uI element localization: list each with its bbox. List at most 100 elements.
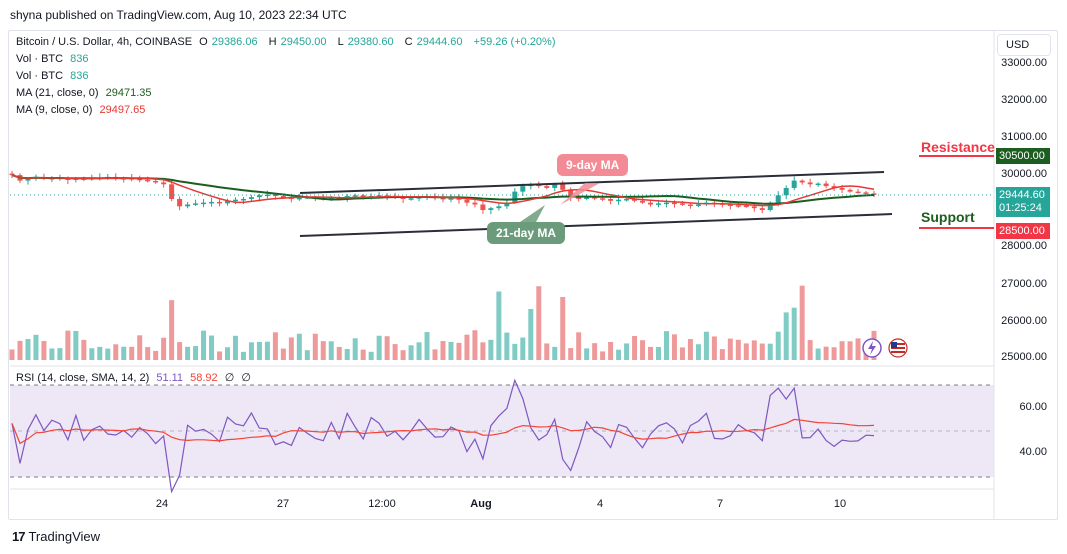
candle-body bbox=[209, 201, 215, 204]
candle-body bbox=[775, 195, 781, 203]
volume-bar bbox=[536, 286, 542, 360]
candle-body bbox=[464, 199, 470, 203]
candle-body bbox=[679, 203, 685, 205]
volume-bar bbox=[608, 341, 614, 360]
volume-bar bbox=[288, 337, 294, 360]
price-tick: 26000.00 bbox=[1001, 315, 1047, 327]
volume-bar bbox=[528, 308, 534, 360]
volume-bar bbox=[9, 349, 15, 360]
volume-bar bbox=[735, 339, 741, 360]
time-tick: Aug bbox=[470, 498, 492, 510]
candle-body bbox=[496, 206, 502, 209]
candle-body bbox=[799, 180, 805, 183]
volume-bar bbox=[304, 350, 310, 360]
volume-bar bbox=[799, 285, 805, 360]
candle-countdown: 01:25:24 bbox=[999, 202, 1042, 214]
volume-bar bbox=[73, 330, 79, 360]
volume-bar bbox=[520, 337, 526, 360]
volume-bar bbox=[783, 312, 789, 360]
candle-body bbox=[584, 197, 590, 199]
volume-bar bbox=[105, 348, 111, 360]
candle-body bbox=[360, 195, 366, 198]
volume-bar bbox=[815, 348, 821, 360]
footer-brand[interactable]: 17 TradingView bbox=[12, 529, 100, 544]
candle-body bbox=[568, 189, 574, 198]
volume-bar bbox=[121, 346, 127, 360]
price-tick: 33000.00 bbox=[1001, 57, 1047, 69]
candle-body bbox=[751, 206, 757, 209]
time-tick: 7 bbox=[716, 498, 724, 510]
ma9-label: MA (9, close, 0) bbox=[16, 104, 93, 116]
volume-bar bbox=[711, 336, 717, 360]
candle-body bbox=[448, 198, 454, 200]
volume-bar bbox=[320, 341, 326, 360]
symbol-title: Bitcoin / U.S. Dollar, 4h, COINBASE bbox=[16, 36, 193, 48]
candle-body bbox=[616, 199, 622, 202]
candle-body bbox=[640, 200, 646, 203]
price-tick: 25000.00 bbox=[1001, 351, 1047, 363]
candle-body bbox=[807, 182, 813, 185]
volume-bar bbox=[41, 341, 47, 360]
volume-bar bbox=[185, 346, 191, 360]
volume-bar bbox=[743, 343, 749, 360]
candle-body bbox=[695, 204, 701, 206]
candle-body bbox=[839, 187, 845, 190]
footer-brand-text: TradingView bbox=[28, 529, 101, 544]
volume-bar bbox=[512, 343, 518, 360]
volume-bar bbox=[368, 351, 374, 360]
support-label: Support bbox=[921, 209, 975, 225]
volume-bar bbox=[296, 333, 302, 360]
volume-bar bbox=[592, 343, 598, 360]
candle-body bbox=[400, 197, 406, 199]
volume-bar bbox=[544, 343, 550, 360]
open-value: 29386.06 bbox=[211, 36, 258, 48]
flag-stripe bbox=[891, 343, 905, 345]
volume-bar bbox=[280, 348, 286, 360]
volume-bar bbox=[847, 341, 853, 360]
candle-body bbox=[560, 184, 566, 190]
open-label: O bbox=[199, 36, 208, 48]
volume-bar bbox=[624, 343, 630, 360]
volume-bar bbox=[831, 347, 837, 360]
candle-body bbox=[376, 195, 382, 197]
high-value: 29450.00 bbox=[280, 36, 327, 48]
candle-body bbox=[352, 195, 358, 197]
candle-body bbox=[217, 201, 223, 204]
ma9-value: 29497.65 bbox=[99, 104, 146, 116]
rsi-ma-value: 58.92 bbox=[190, 372, 218, 384]
volume-bar bbox=[33, 334, 39, 360]
candle-body bbox=[225, 200, 230, 204]
candle-body bbox=[472, 202, 478, 205]
candle-body bbox=[823, 183, 829, 187]
volume-bar bbox=[424, 332, 430, 360]
lightning-glyph bbox=[868, 341, 876, 355]
high-label: H bbox=[268, 36, 277, 48]
rsi-value: 51.11 bbox=[156, 372, 184, 384]
volume-bar bbox=[584, 348, 590, 360]
ma21-label: MA (21, close, 0) bbox=[16, 87, 99, 99]
volume-bars bbox=[9, 285, 877, 360]
volume-bar bbox=[416, 342, 422, 360]
current-price-badge: 29444.60 01:25:24 bbox=[996, 187, 1050, 217]
volume-bar bbox=[576, 332, 582, 360]
volume-bar bbox=[759, 343, 765, 360]
candle-body bbox=[671, 202, 677, 205]
price-tick: 27000.00 bbox=[1001, 278, 1047, 290]
change-value: +59.26 (+0.20%) bbox=[473, 36, 556, 48]
candle-body bbox=[9, 173, 15, 176]
volume-bar bbox=[17, 340, 23, 360]
volume-bar bbox=[201, 330, 207, 360]
candle-body bbox=[137, 178, 143, 181]
volume-bar bbox=[464, 334, 470, 360]
chart-frame bbox=[8, 30, 1058, 520]
volume-bar bbox=[823, 346, 829, 360]
volume-bar bbox=[767, 343, 773, 360]
volume-bar bbox=[161, 337, 167, 360]
flag-canton bbox=[891, 342, 897, 348]
currency-button[interactable]: USD bbox=[997, 34, 1051, 56]
time-tick: 12:00 bbox=[368, 498, 396, 510]
ma9-callout: 9-day MA bbox=[557, 154, 629, 176]
candle-body bbox=[512, 191, 518, 203]
volume-bar bbox=[648, 346, 654, 360]
close-label: C bbox=[404, 36, 413, 48]
